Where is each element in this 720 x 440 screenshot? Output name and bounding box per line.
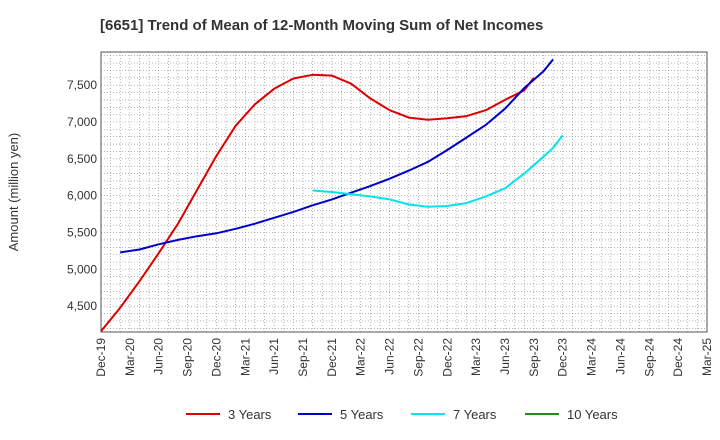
x-tick-label: Mar-21 (238, 338, 252, 376)
y-tick-label: 5,500 (67, 226, 97, 240)
x-tick-label: Dec-23 (556, 338, 570, 377)
legend-label: 5 Years (340, 407, 384, 422)
series-line-5-years (120, 58, 554, 254)
x-tick-label: Jun-22 (383, 338, 397, 375)
x-tick-label: Sep-20 (181, 338, 195, 377)
x-tick-label: Mar-24 (585, 338, 599, 376)
x-tick-label: Dec-24 (671, 338, 685, 377)
x-tick-label: Mar-23 (469, 338, 483, 376)
y-tick-label: 6,000 (67, 189, 97, 203)
x-tick-label: Jun-20 (152, 338, 166, 375)
legend-label: 7 Years (453, 407, 497, 422)
y-axis-label: Amount (million yen) (6, 133, 21, 252)
x-tick-label: Sep-24 (642, 338, 656, 377)
x-tick-label: Sep-23 (527, 338, 541, 377)
plot-area (100, 51, 708, 333)
series-lines (100, 58, 564, 332)
x-tick-label: Sep-21 (296, 338, 310, 377)
y-axis: 4,500 5,000 5,500 6,000 6,500 7,000 7,500 (67, 78, 97, 313)
x-tick-label: Jun-21 (267, 338, 281, 375)
series-line-3-years (100, 73, 535, 332)
y-tick-label: 4,500 (67, 299, 97, 313)
y-tick-label: 5,000 (67, 262, 97, 276)
x-tick-label: Mar-25 (700, 338, 714, 376)
grid (101, 52, 707, 332)
legend: 3 Years 5 Years 7 Years 10 Years (186, 407, 618, 422)
x-tick-label: Dec-22 (440, 338, 454, 377)
x-tick-label: Dec-20 (209, 338, 223, 377)
y-tick-label: 6,500 (67, 152, 97, 166)
y-tick-label: 7,500 (67, 78, 97, 92)
x-tick-label: Jun-23 (498, 338, 512, 375)
x-tick-label: Mar-22 (354, 338, 368, 376)
chart-title: [6651] Trend of Mean of 12-Month Moving … (100, 17, 543, 34)
x-tick-label: Mar-20 (123, 338, 137, 376)
x-axis: Dec-19 Mar-20 Jun-20 Sep-20 Dec-20 Mar-21 Jun-… (94, 338, 714, 377)
x-tick-label: Jun-24 (613, 338, 627, 375)
x-tick-label: Dec-19 (94, 338, 108, 377)
series-line-7-years (312, 134, 564, 208)
y-tick-label: 7,000 (67, 115, 97, 129)
x-tick-label: Sep-22 (411, 338, 425, 377)
x-tick-label: Dec-21 (325, 338, 339, 377)
legend-label: 10 Years (567, 407, 618, 422)
legend-label: 3 Years (228, 407, 272, 422)
